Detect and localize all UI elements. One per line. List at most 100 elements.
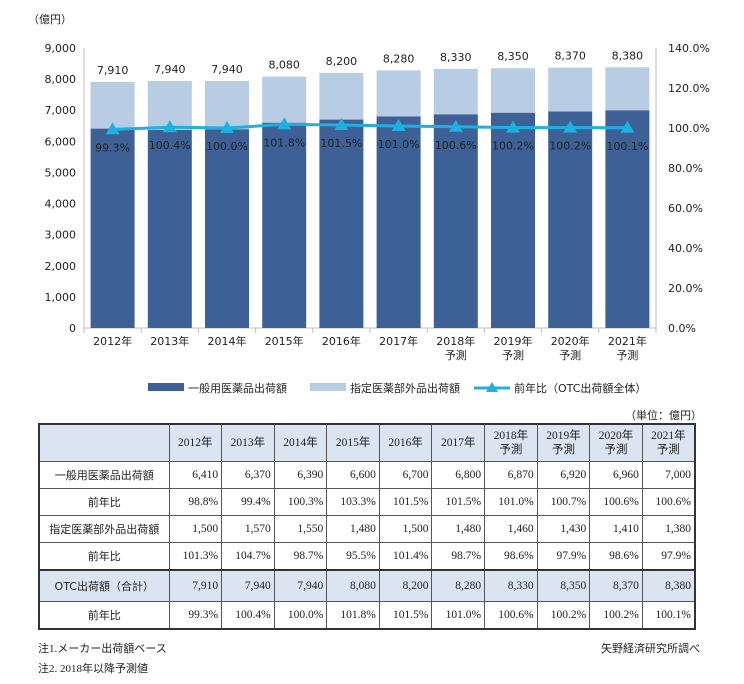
total-label: 8,280 (383, 52, 415, 65)
y-tick-label: 1,000 (45, 291, 77, 304)
y-tick-label: 9,000 (45, 42, 77, 55)
table-row-label: 前年比 (38, 488, 170, 516)
yoy-label: 100.4% (149, 139, 191, 152)
legend-label: 指定医薬部外品出荷額 (350, 381, 460, 395)
table-cell: 6,920 (536, 461, 591, 489)
legend-label: 一般用医薬品出荷額 (188, 381, 287, 395)
table-cell: 97.9% (641, 542, 696, 571)
bar-quasi-drug (605, 67, 650, 111)
table-cell: 98.8% (168, 488, 223, 516)
table-column-header: 2021年 予測 (641, 423, 696, 462)
x-tick-label: 予測 (502, 348, 524, 362)
x-tick-label: 予測 (616, 348, 638, 362)
table-cell: 1,430 (536, 515, 591, 543)
table-cell: 99.4% (221, 488, 275, 516)
table-cell: 99.3% (168, 601, 223, 630)
table-cell: 101.0% (431, 601, 486, 630)
y-tick-label: 5,000 (45, 166, 77, 179)
bar-quasi-drug (376, 70, 421, 117)
chart: （億円） 0 1,000 2,000 3,000 4,000 5,000 6,000 7,000… (28, 13, 710, 395)
table-column-header: 2019年 予測 (536, 423, 591, 462)
y-axis-unit: （億円） (28, 13, 72, 26)
y2-tick-label: 40.0% (668, 242, 703, 255)
bar-general-otc (548, 111, 593, 328)
table-cell: 8,370 (589, 569, 643, 602)
y-tick-label: 2,000 (45, 260, 77, 273)
yoy-line (112, 122, 628, 131)
table-cell: 6,700 (378, 461, 433, 489)
total-label: 8,200 (326, 55, 358, 68)
legend-swatch-general (148, 383, 184, 391)
table-cell: 98.7% (273, 542, 328, 571)
y2-tick-label: 80.0% (668, 162, 703, 175)
table-cell: 7,000 (641, 461, 696, 489)
y-tick-label: 0 (69, 322, 76, 335)
y2-tick-label: 120.0% (668, 82, 710, 95)
table-cell: 8,280 (431, 569, 486, 602)
y2-tick-label: 60.0% (668, 202, 703, 215)
yoy-label: 100.0% (206, 140, 248, 153)
bar-general-otc (90, 128, 135, 328)
bar-general-otc (319, 119, 364, 328)
y2-tick-label: 20.0% (668, 282, 703, 295)
yoy-marker (620, 120, 635, 133)
x-tick-label: 2016年 (322, 334, 361, 348)
table-cell: 8,350 (536, 569, 591, 602)
x-tick-label: 2018年 (436, 334, 475, 348)
table-cell: 7,940 (221, 569, 275, 602)
y-tick-label: 7,000 (45, 104, 77, 117)
yoy-label: 100.6% (435, 139, 477, 152)
table-cell: 95.5% (326, 542, 380, 571)
y2-tick-label: 100.0% (668, 122, 710, 135)
table-header-row: 2012年 2013年 2014年 2015年 2016年 2017年 2018年 予測 201… (38, 423, 696, 462)
yoy-label: 99.3% (95, 141, 130, 154)
table-cell: 8,330 (484, 569, 538, 602)
yoy-label: 101.0% (378, 138, 420, 151)
table-column-header: 2017年 (431, 423, 486, 462)
table-cell: 104.7% (221, 542, 275, 571)
x-tick-label: 2014年 (208, 334, 247, 348)
table-cell: 98.6% (484, 542, 538, 571)
x-tick-label: 2012年 (93, 334, 132, 348)
table-cell: 1,550 (273, 515, 328, 543)
total-label: 7,910 (97, 64, 129, 77)
yoy-marker (220, 121, 234, 133)
table-column-header: 2013年 (221, 423, 275, 462)
table-cell: 100.6% (641, 488, 696, 516)
table-row-label: OTC出荷額（合計） (38, 569, 170, 602)
x-tick-label: 2020年 (551, 334, 590, 348)
table-cell: 101.5% (378, 601, 433, 630)
legend-marker (486, 382, 498, 392)
table-column-header: 2020年 予測 (589, 423, 643, 462)
table-column-header: 2018年 予測 (484, 423, 538, 462)
y-tick-label: 8,000 (45, 73, 77, 86)
y-tick-label: 3,000 (45, 229, 77, 242)
yoy-marker (162, 120, 177, 133)
table-cell: 101.4% (378, 542, 433, 571)
x-tick-label: 2015年 (265, 334, 304, 348)
bar-quasi-drug (319, 72, 364, 120)
table-cell: 6,370 (221, 461, 275, 489)
y-tick-label: 4,000 (45, 198, 77, 211)
table-cell: 100.7% (536, 488, 591, 516)
data-table: 2012年 2013年 2014年 2015年 2016年 2017年 2018年 予測 201… (38, 423, 696, 630)
table-row: 前年比 101.3% 104.7% 98.7% 95.5% 101.4% 98.7% 98.6… (38, 542, 696, 571)
bar-general-otc (147, 129, 192, 328)
table-cell: 100.6% (589, 488, 643, 516)
yoy-label: 101.5% (320, 137, 362, 150)
note-2: 注2. 2018年以降予測値 (38, 663, 148, 675)
y-tick-label: 6,000 (45, 135, 77, 148)
table-unit: （単位：億円） (625, 409, 702, 422)
table-cell: 101.5% (378, 488, 433, 516)
table-column-header: 2015年 (326, 423, 380, 462)
bar-general-otc (205, 129, 249, 328)
x-tick-label: 2013年 (150, 334, 189, 348)
table-row: 指定医薬部外品出荷額 1,500 1,570 1,550 1,480 1,500 1,480… (38, 515, 696, 543)
table-cell: 6,870 (484, 461, 538, 489)
yoy-label: 100.2% (549, 140, 591, 153)
table-cell: 97.9% (536, 542, 591, 571)
bar-general-otc (605, 110, 650, 328)
bar-quasi-drug (491, 68, 535, 113)
table-cell: 1,500 (378, 515, 433, 543)
total-label: 8,370 (554, 50, 586, 63)
